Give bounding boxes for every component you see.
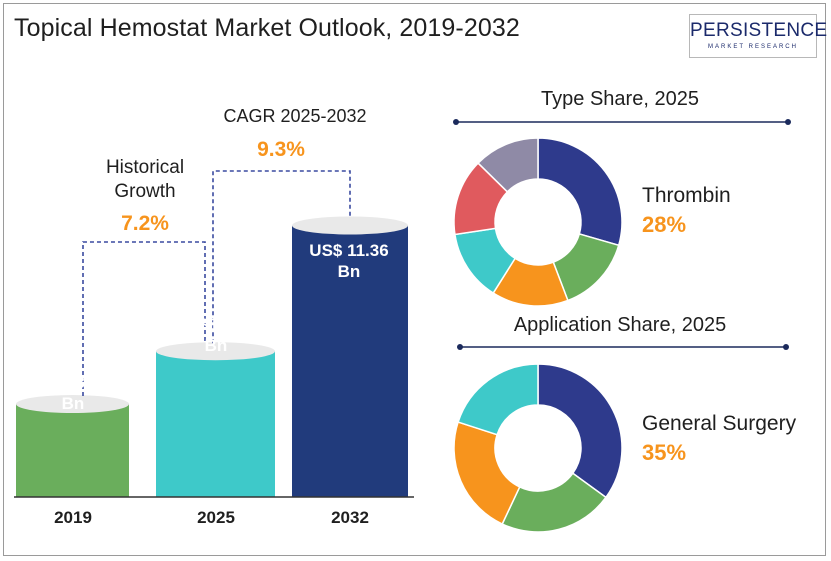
chart-frame bbox=[3, 3, 826, 556]
type-share-slice-5 bbox=[477, 137, 539, 193]
bar-top-2025 bbox=[156, 342, 275, 361]
bar-value-label-2032: US$ 11.36 Bn bbox=[290, 240, 408, 282]
type-share-rule-dot-right bbox=[785, 119, 791, 125]
historical-label-line2: Growth bbox=[114, 181, 176, 202]
bar-2032 bbox=[292, 225, 408, 497]
bar-2025 bbox=[156, 351, 275, 497]
bar-top-2032 bbox=[292, 216, 408, 235]
x-tick-2025: 2025 bbox=[197, 508, 235, 527]
bar-top-2019 bbox=[16, 395, 129, 414]
historical-growth-connector bbox=[82, 241, 206, 397]
application-share-slice-2 bbox=[453, 421, 521, 526]
page-title: Topical Hemostat Market Outlook, 2019-20… bbox=[14, 14, 520, 42]
x-tick-2019: 2019 bbox=[54, 508, 92, 527]
bar-value-2025-line1: US$ 6.1 bbox=[185, 315, 247, 334]
type-share-highlight-name: Thrombin bbox=[642, 184, 731, 207]
application-share-rule-dot-right bbox=[783, 344, 789, 350]
type-share-slice-0 bbox=[537, 137, 623, 247]
bar-value-2019-line1: US$ 3.89 bbox=[37, 373, 109, 392]
type-share-donut bbox=[453, 137, 623, 307]
logo-main-text: PERSISTENCE bbox=[690, 20, 828, 41]
bar-2019 bbox=[16, 404, 129, 497]
application-share-donut bbox=[453, 363, 623, 533]
application-share-title: Application Share, 2025 bbox=[513, 314, 727, 336]
bar-value-label-2025: US$ 6.1 Bn bbox=[158, 314, 274, 356]
persistence-logo: PERSISTENCE MARKET RESEARCH bbox=[689, 14, 828, 58]
cagr-label: CAGR 2025-2032 bbox=[223, 106, 367, 126]
bar-value-2025-line2: Bn bbox=[204, 336, 228, 355]
cagr-value: 9.3% bbox=[257, 138, 305, 161]
application-share-rule-dot-left bbox=[457, 344, 463, 350]
bar-value-2032-line1: US$ 11.36 bbox=[309, 241, 389, 260]
historical-growth-label: Historical Growth bbox=[70, 156, 220, 204]
application-share-highlight-value: 35% bbox=[642, 440, 687, 465]
type-share-highlight-value: 28% bbox=[642, 212, 687, 237]
bar-value-label-2019: US$ 3.89 Bn bbox=[18, 372, 128, 414]
type-share-title: Type Share, 2025 bbox=[541, 88, 699, 110]
application-share-slice-1 bbox=[501, 472, 608, 533]
x-tick-2032: 2032 bbox=[331, 508, 369, 527]
bar-value-2032-line2: Bn bbox=[337, 262, 361, 281]
logo-sub-text: MARKET RESEARCH bbox=[708, 44, 798, 50]
application-share-slice-3 bbox=[457, 363, 539, 436]
cagr-connector bbox=[212, 170, 351, 344]
type-share-rule-dot-left bbox=[453, 119, 459, 125]
application-share-highlight-name: General Surgery bbox=[642, 412, 797, 435]
historical-growth-value: 7.2% bbox=[121, 212, 169, 235]
historical-label-line1: Historical bbox=[105, 157, 185, 178]
application-share-slice-0 bbox=[537, 363, 623, 499]
bar-value-2019-line2: Bn bbox=[61, 394, 85, 413]
